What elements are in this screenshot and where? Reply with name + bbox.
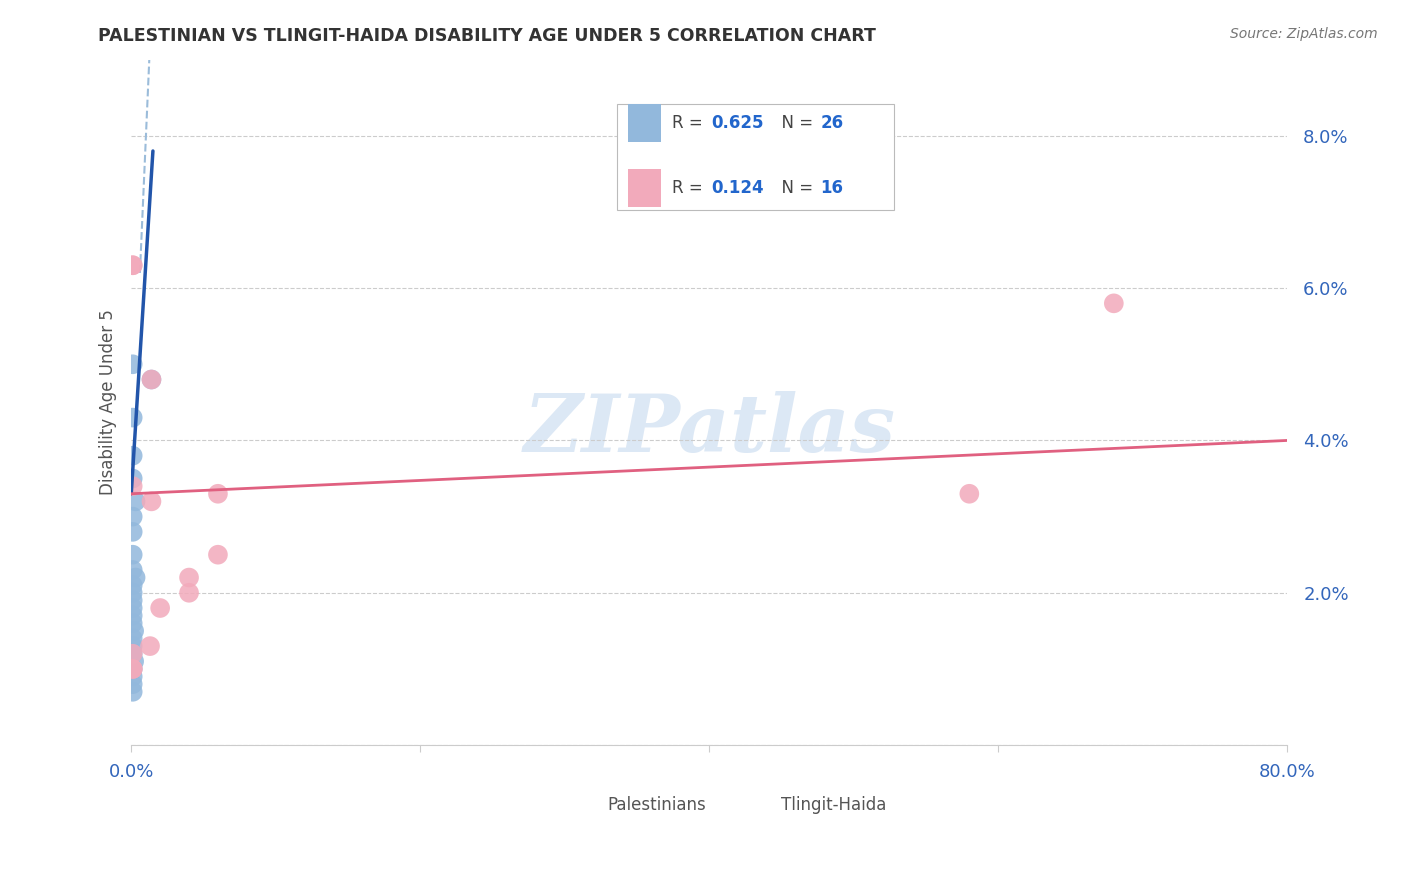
Text: 0.625: 0.625 <box>711 113 763 132</box>
Point <box>121 616 143 631</box>
FancyBboxPatch shape <box>571 789 599 821</box>
Point <box>121 410 143 425</box>
Point <box>121 563 143 577</box>
FancyBboxPatch shape <box>744 789 772 821</box>
Point <box>149 601 172 615</box>
Point <box>122 654 145 668</box>
Text: N =: N = <box>770 178 818 197</box>
Point <box>121 258 143 272</box>
Text: Tlingit-Haida: Tlingit-Haida <box>780 797 886 814</box>
FancyBboxPatch shape <box>628 169 661 207</box>
Text: 16: 16 <box>820 178 844 197</box>
Point <box>121 662 143 676</box>
Point <box>121 647 143 661</box>
Point <box>141 494 163 508</box>
Point <box>141 372 163 386</box>
Text: Palestinians: Palestinians <box>607 797 706 814</box>
Point <box>1102 296 1125 310</box>
Point <box>121 479 143 493</box>
Text: R =: R = <box>672 113 709 132</box>
Point <box>121 601 143 615</box>
Point <box>207 487 229 501</box>
Text: 0.124: 0.124 <box>711 178 765 197</box>
Point <box>121 586 143 600</box>
Point <box>207 548 229 562</box>
Point <box>121 639 143 653</box>
Point <box>121 662 143 676</box>
Text: ZIPatlas: ZIPatlas <box>523 391 896 468</box>
Point <box>121 685 143 699</box>
Point <box>124 494 146 508</box>
Point <box>122 624 145 638</box>
Text: Source: ZipAtlas.com: Source: ZipAtlas.com <box>1230 27 1378 41</box>
Point <box>121 608 143 623</box>
Point <box>139 639 162 653</box>
Point <box>121 677 143 691</box>
Point <box>957 487 980 501</box>
Point <box>121 524 143 539</box>
Point <box>121 258 143 272</box>
FancyBboxPatch shape <box>628 104 661 142</box>
Point <box>121 662 143 676</box>
Text: R =: R = <box>672 178 709 197</box>
Point <box>121 593 143 607</box>
Text: PALESTINIAN VS TLINGIT-HAIDA DISABILITY AGE UNDER 5 CORRELATION CHART: PALESTINIAN VS TLINGIT-HAIDA DISABILITY … <box>98 27 876 45</box>
FancyBboxPatch shape <box>617 104 894 211</box>
Text: 26: 26 <box>820 113 844 132</box>
Point <box>141 372 163 386</box>
Text: N =: N = <box>770 113 818 132</box>
Y-axis label: Disability Age Under 5: Disability Age Under 5 <box>100 310 117 495</box>
Point <box>121 509 143 524</box>
Point <box>177 586 200 600</box>
Point <box>121 632 143 646</box>
Point <box>121 548 143 562</box>
Point <box>121 669 143 683</box>
Point <box>121 647 143 661</box>
Point <box>121 578 143 592</box>
Point <box>177 570 200 584</box>
Point <box>124 570 146 584</box>
Point <box>121 449 143 463</box>
Point <box>121 357 143 371</box>
Point <box>121 471 143 485</box>
